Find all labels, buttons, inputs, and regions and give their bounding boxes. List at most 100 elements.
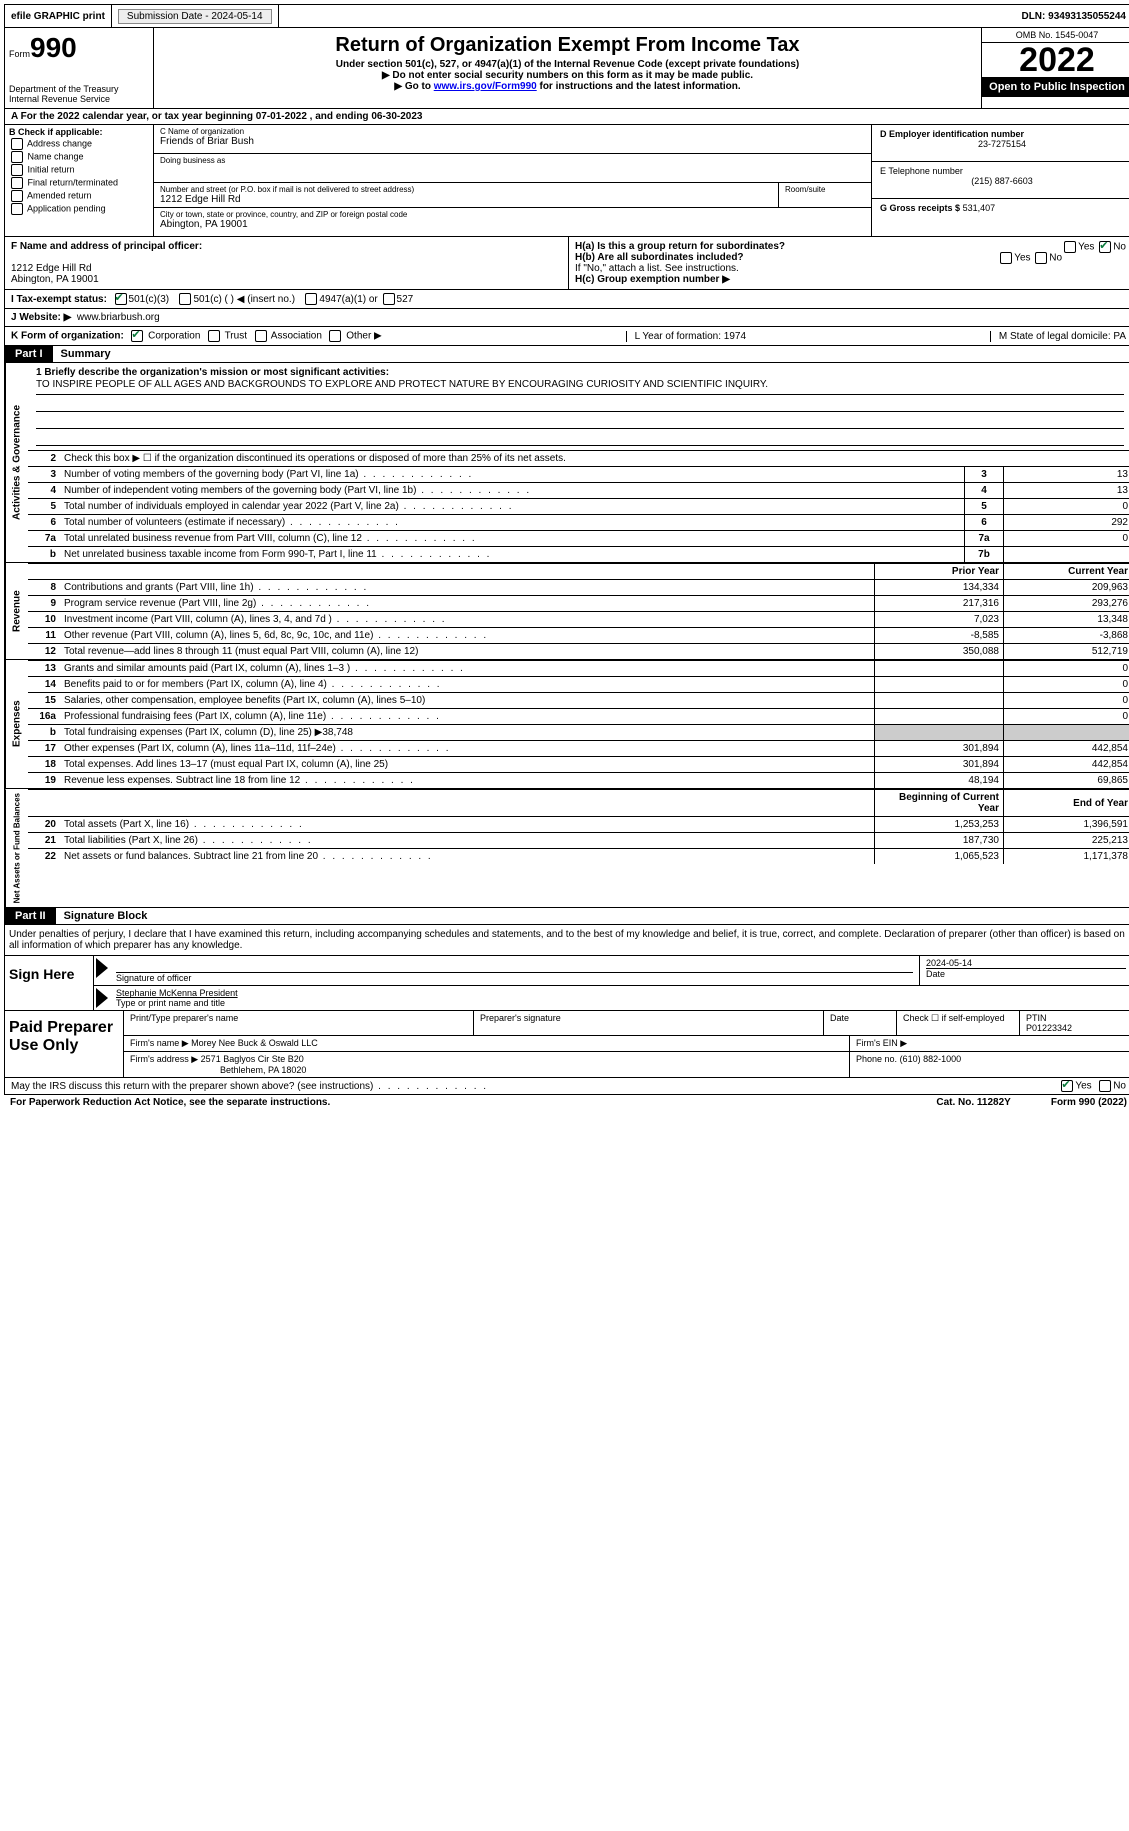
hb-note: If "No," attach a list. See instructions…	[575, 263, 1126, 274]
dba-cell: Doing business as	[154, 154, 871, 183]
firm-ein-cell: Firm's EIN ▶	[850, 1036, 1129, 1051]
spacer	[279, 5, 1016, 27]
header-right: OMB No. 1545-0047 2022 Open to Public In…	[981, 28, 1129, 108]
tax-year: 2022	[982, 43, 1129, 77]
paid-preparer-label: Paid Preparer Use Only	[5, 1011, 124, 1077]
org-name-cell: C Name of organization Friends of Briar …	[154, 125, 871, 154]
mission-text: TO INSPIRE PEOPLE OF ALL AGES AND BACKGR…	[36, 378, 1124, 395]
row-a-tax-year: A For the 2022 calendar year, or tax yea…	[4, 109, 1129, 125]
open-inspection: Open to Public Inspection	[982, 77, 1129, 97]
top-bar: efile GRAPHIC print Submission Date - 20…	[4, 4, 1129, 28]
side-label-net-assets: Net Assets or Fund Balances	[5, 789, 28, 907]
sign-date-cell: 2024-05-14 Date	[920, 956, 1129, 985]
check-4947[interactable]	[305, 293, 317, 305]
hc-row: H(c) Group exemption number ▶	[575, 274, 1126, 285]
ein-cell: D Employer identification number 23-7275…	[872, 125, 1129, 162]
check-pending[interactable]: Application pending	[9, 203, 149, 215]
paid-preparer-block: Paid Preparer Use Only Print/Type prepar…	[4, 1011, 1129, 1078]
header-mid: Return of Organization Exempt From Incom…	[154, 28, 981, 108]
form-title: Return of Organization Exempt From Incom…	[158, 34, 977, 57]
phone-value: (215) 887-6603	[880, 176, 1124, 186]
mission-row: 1 Briefly describe the organization's mi…	[28, 363, 1129, 450]
check-501c[interactable]	[179, 293, 191, 305]
activities-governance-block: Activities & Governance 1 Briefly descri…	[4, 363, 1129, 563]
check-501c3[interactable]	[115, 293, 127, 305]
col-d-to-g: D Employer identification number 23-7275…	[871, 125, 1129, 236]
firm-phone-cell: Phone no. (610) 882-1000	[850, 1052, 1129, 1077]
check-address[interactable]: Address change	[9, 138, 149, 150]
discuss-yes[interactable]	[1061, 1080, 1073, 1092]
dln: DLN: 93493135055244	[1015, 5, 1129, 27]
part-1-label: Part I	[5, 346, 53, 362]
arrow-icon	[96, 988, 108, 1008]
col-h-group: H(a) Is this a group return for subordin…	[568, 237, 1129, 289]
part-2-title: Signature Block	[56, 908, 156, 924]
revenue-table: Prior YearCurrent Year 8Contributions an…	[28, 563, 1129, 659]
row-j-website: J Website: ▶ www.briarbush.org	[4, 309, 1129, 327]
expenses-block: Expenses 13Grants and similar amounts pa…	[4, 660, 1129, 789]
ein-value: 23-7275154	[880, 139, 1124, 149]
addr-row: Number and street (or P.O. box if mail i…	[154, 183, 871, 208]
check-initial[interactable]: Initial return	[9, 164, 149, 176]
header-left: Form990 Department of the Treasury Inter…	[5, 28, 154, 108]
form-subtitle: Under section 501(c), 527, or 4947(a)(1)…	[158, 59, 977, 70]
net-assets-table: Beginning of Current YearEnd of Year 20T…	[28, 789, 1129, 864]
check-amended[interactable]: Amended return	[9, 190, 149, 202]
col-c-org-info: C Name of organization Friends of Briar …	[154, 125, 871, 236]
ha-row: H(a) Is this a group return for subordin…	[575, 241, 1126, 252]
section-f-h: F Name and address of principal officer:…	[4, 237, 1129, 290]
col-b-checks: B Check if applicable: Address change Na…	[5, 125, 154, 236]
website-value: www.briarbush.org	[77, 312, 160, 323]
discuss-no[interactable]	[1099, 1080, 1111, 1092]
prep-date-cell: Date	[824, 1011, 897, 1035]
sign-here-label: Sign Here	[5, 956, 94, 1010]
check-assoc[interactable]	[255, 330, 267, 342]
check-trust[interactable]	[208, 330, 220, 342]
firm-addr-cell: Firm's address ▶ 2571 Baglyos Cir Ste B2…	[124, 1052, 850, 1077]
net-assets-block: Net Assets or Fund Balances Beginning of…	[4, 789, 1129, 908]
part-1-title: Summary	[53, 346, 119, 362]
org-name: Friends of Briar Bush	[160, 136, 254, 147]
part-2-label: Part II	[5, 908, 56, 924]
check-name[interactable]: Name change	[9, 151, 149, 163]
irs-link[interactable]: www.irs.gov/Form990	[434, 81, 537, 92]
discuss-row: May the IRS discuss this return with the…	[4, 1078, 1129, 1095]
side-label-revenue: Revenue	[5, 563, 28, 659]
officer-signature-cell: Signature of officer	[110, 956, 920, 985]
gross-cell: G Gross receipts $ 531,407	[872, 199, 1129, 235]
year-formation: L Year of formation: 1974	[626, 331, 746, 342]
check-527[interactable]	[383, 293, 395, 305]
hb-row: H(b) Are all subordinates included? Yes …	[575, 252, 1126, 263]
expenses-table: 13Grants and similar amounts paid (Part …	[28, 660, 1129, 788]
prep-sig-cell: Preparer's signature	[474, 1011, 824, 1035]
row-k-form-org: K Form of organization: Corporation Trus…	[4, 327, 1129, 346]
city-cell: City or town, state or province, country…	[154, 208, 871, 236]
ssn-note: ▶ Do not enter social security numbers o…	[158, 70, 977, 81]
governance-table: 2Check this box ▶ ☐ if the organization …	[28, 450, 1129, 562]
org-city: Abington, PA 19001	[160, 219, 248, 230]
form-number: 990	[30, 32, 77, 63]
firm-name-cell: Firm's name ▶ Morey Nee Buck & Oswald LL…	[124, 1036, 850, 1051]
org-address: 1212 Edge Hill Rd	[160, 194, 241, 205]
part-1-header: Part I Summary	[4, 346, 1129, 363]
prep-self-employed: Check ☐ if self-employed	[897, 1011, 1020, 1035]
check-corp[interactable]	[131, 330, 143, 342]
check-final[interactable]: Final return/terminated	[9, 177, 149, 189]
side-label-governance: Activities & Governance	[5, 363, 28, 562]
form-header: Form990 Department of the Treasury Inter…	[4, 28, 1129, 109]
footer-last: For Paperwork Reduction Act Notice, see …	[4, 1095, 1129, 1110]
efile-label: efile GRAPHIC print	[5, 5, 112, 27]
check-other[interactable]	[329, 330, 341, 342]
signature-intro: Under penalties of perjury, I declare th…	[4, 925, 1129, 956]
part-2-header: Part II Signature Block	[4, 908, 1129, 925]
prep-name-cell: Print/Type preparer's name	[124, 1011, 474, 1035]
irs-label: Internal Revenue Service	[9, 94, 149, 104]
side-label-expenses: Expenses	[5, 660, 28, 788]
sign-here-block: Sign Here Signature of officer 2024-05-1…	[4, 956, 1129, 1011]
submission-date: Submission Date - 2024-05-14	[112, 5, 279, 27]
goto-note: ▶ Go to www.irs.gov/Form990 for instruct…	[158, 81, 977, 92]
col-f-officer: F Name and address of principal officer:…	[5, 237, 568, 289]
row-i-tax-status: I Tax-exempt status: 501(c)(3) 501(c) ( …	[4, 290, 1129, 309]
officer-name-cell: Stephanie McKenna President Type or prin…	[110, 986, 1129, 1010]
gross-value: 531,407	[963, 203, 996, 213]
